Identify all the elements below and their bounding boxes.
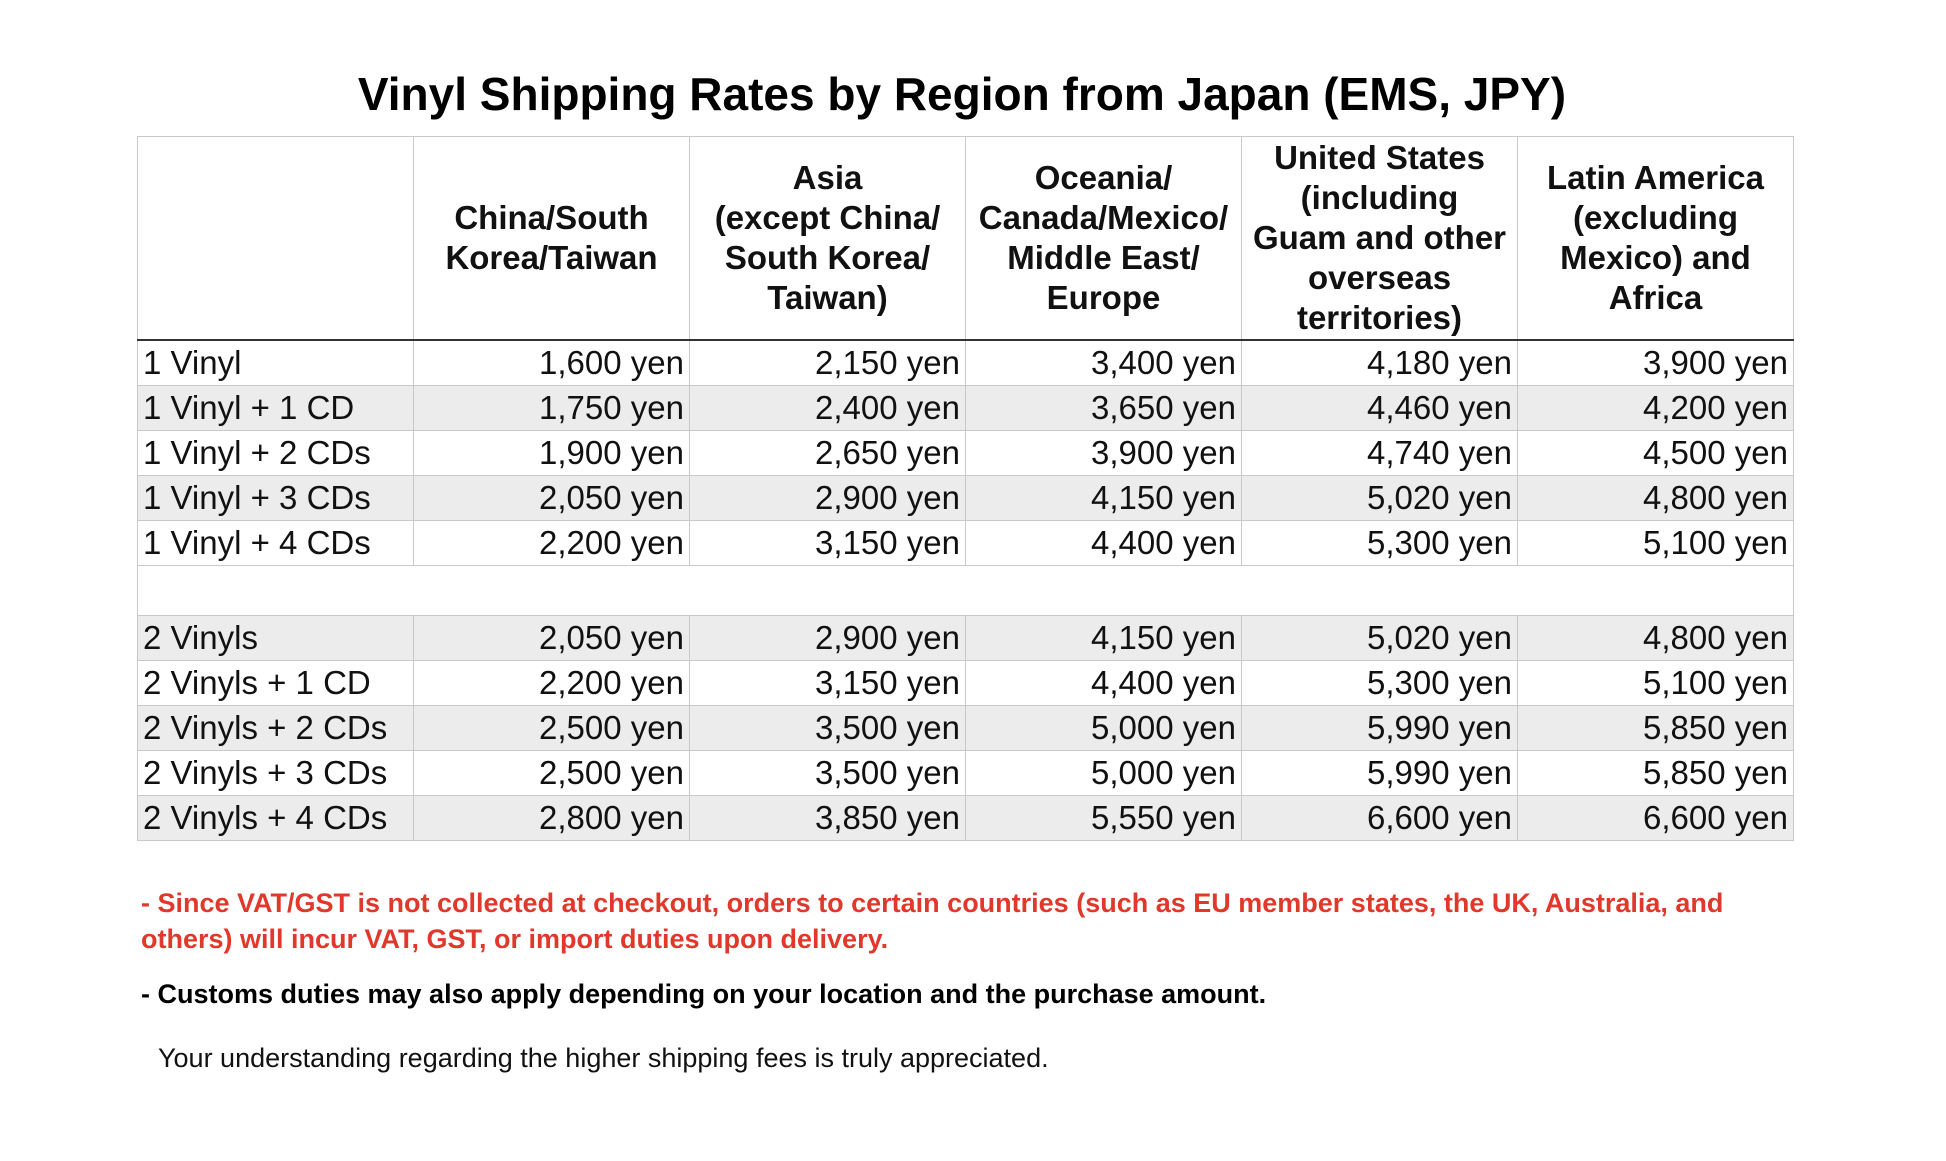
table-row: 2 Vinyls + 1 CD 2,200 yen 3,150 yen 4,40… — [137, 660, 1794, 706]
rate-cell: 6,600 yen — [1241, 795, 1518, 841]
rate-cell: 2,800 yen — [413, 795, 690, 841]
rate-cell: 3,900 yen — [965, 430, 1242, 476]
vat-warning-note: - Since VAT/GST is not collected at chec… — [141, 888, 1724, 954]
spacer-row — [137, 565, 1794, 616]
rate-cell: 6,600 yen — [1517, 795, 1794, 841]
table-row: 2 Vinyls + 3 CDs 2,500 yen 3,500 yen 5,0… — [137, 750, 1794, 796]
header-latin-america-africa: Latin America (excluding Mexico) and Afr… — [1517, 136, 1794, 341]
rate-cell: 2,900 yen — [689, 615, 966, 661]
rate-cell: 2,500 yen — [413, 750, 690, 796]
row-label: 1 Vinyl + 2 CDs — [137, 430, 414, 476]
table-row: 1 Vinyl 1,600 yen 2,150 yen 3,400 yen 4,… — [137, 339, 1794, 386]
rate-cell: 2,050 yen — [413, 615, 690, 661]
header-united-states: United States (including Guam and other … — [1241, 136, 1518, 341]
rate-cell: 2,050 yen — [413, 475, 690, 521]
rate-cell: 5,100 yen — [1517, 660, 1794, 706]
page-title: Vinyl Shipping Rates by Region from Japa… — [357, 68, 1567, 120]
header-blank — [137, 136, 414, 341]
row-label: 2 Vinyls + 1 CD — [137, 660, 414, 706]
header-row: China/South Korea/Taiwan Asia (except Ch… — [137, 136, 1794, 341]
rate-cell: 4,150 yen — [965, 475, 1242, 521]
thanks-note: Your understanding regarding the higher … — [158, 1043, 1049, 1073]
row-label: 1 Vinyl + 1 CD — [137, 385, 414, 431]
table-row: 1 Vinyl + 2 CDs 1,900 yen 2,650 yen 3,90… — [137, 430, 1794, 476]
row-label: 2 Vinyls — [137, 615, 414, 661]
row-label: 2 Vinyls + 4 CDs — [137, 795, 414, 841]
rate-cell: 3,650 yen — [965, 385, 1242, 431]
rate-cell: 3,500 yen — [689, 705, 966, 751]
shipping-rates-table: China/South Korea/Taiwan Asia (except Ch… — [137, 136, 1794, 841]
rate-cell: 5,100 yen — [1517, 520, 1794, 566]
rate-cell: 4,500 yen — [1517, 430, 1794, 476]
rate-cell: 1,600 yen — [413, 339, 690, 386]
rate-cell: 2,200 yen — [413, 520, 690, 566]
rate-cell: 4,800 yen — [1517, 475, 1794, 521]
rate-cell: 4,200 yen — [1517, 385, 1794, 431]
rate-cell: 4,740 yen — [1241, 430, 1518, 476]
rate-cell: 5,020 yen — [1241, 615, 1518, 661]
rate-cell: 2,400 yen — [689, 385, 966, 431]
rate-cell: 5,020 yen — [1241, 475, 1518, 521]
rate-cell: 3,150 yen — [689, 660, 966, 706]
rate-cell: 2,500 yen — [413, 705, 690, 751]
rate-cell: 3,500 yen — [689, 750, 966, 796]
spacer-cell — [137, 565, 1794, 616]
rate-cell: 4,800 yen — [1517, 615, 1794, 661]
rate-cell: 5,000 yen — [965, 750, 1242, 796]
row-label: 1 Vinyl + 3 CDs — [137, 475, 414, 521]
table-row: 1 Vinyl + 4 CDs 2,200 yen 3,150 yen 4,40… — [137, 520, 1794, 566]
rate-cell: 5,850 yen — [1517, 750, 1794, 796]
rate-cell: 4,400 yen — [965, 520, 1242, 566]
rate-cell: 4,460 yen — [1241, 385, 1518, 431]
row-label: 2 Vinyls + 3 CDs — [137, 750, 414, 796]
header-oceania-canada-mexico-middle-east-europe: Oceania/ Canada/Mexico/ Middle East/ Eur… — [965, 136, 1242, 341]
table-row: 1 Vinyl + 3 CDs 2,050 yen 2,900 yen 4,15… — [137, 475, 1794, 521]
rate-cell: 2,900 yen — [689, 475, 966, 521]
header-asia: Asia (except China/ South Korea/ Taiwan) — [689, 136, 966, 341]
customs-duties-note: - Customs duties may also apply dependin… — [141, 979, 1267, 1009]
row-label: 1 Vinyl — [137, 339, 414, 386]
rate-cell: 4,180 yen — [1241, 339, 1518, 386]
rate-cell: 3,400 yen — [965, 339, 1242, 386]
rate-cell: 3,850 yen — [689, 795, 966, 841]
rate-cell: 5,850 yen — [1517, 705, 1794, 751]
rate-cell: 2,150 yen — [689, 339, 966, 386]
rate-cell: 5,300 yen — [1241, 520, 1518, 566]
row-label: 2 Vinyls + 2 CDs — [137, 705, 414, 751]
rate-cell: 3,150 yen — [689, 520, 966, 566]
rate-cell: 5,000 yen — [965, 705, 1242, 751]
rate-cell: 2,650 yen — [689, 430, 966, 476]
table-row: 2 Vinyls + 4 CDs 2,800 yen 3,850 yen 5,5… — [137, 795, 1794, 841]
rate-cell: 5,550 yen — [965, 795, 1242, 841]
rate-cell: 2,200 yen — [413, 660, 690, 706]
table-row: 1 Vinyl + 1 CD 1,750 yen 2,400 yen 3,650… — [137, 385, 1794, 431]
rate-cell: 1,750 yen — [413, 385, 690, 431]
row-label: 1 Vinyl + 4 CDs — [137, 520, 414, 566]
rate-cell: 1,900 yen — [413, 430, 690, 476]
rate-cell: 3,900 yen — [1517, 339, 1794, 386]
rate-cell: 5,990 yen — [1241, 750, 1518, 796]
table-row: 2 Vinyls + 2 CDs 2,500 yen 3,500 yen 5,0… — [137, 705, 1794, 751]
rate-cell: 5,300 yen — [1241, 660, 1518, 706]
table-row: 2 Vinyls 2,050 yen 2,900 yen 4,150 yen 5… — [137, 615, 1794, 661]
rate-cell: 4,400 yen — [965, 660, 1242, 706]
header-china-korea-taiwan: China/South Korea/Taiwan — [413, 136, 690, 341]
rate-cell: 5,990 yen — [1241, 705, 1518, 751]
rate-cell: 4,150 yen — [965, 615, 1242, 661]
